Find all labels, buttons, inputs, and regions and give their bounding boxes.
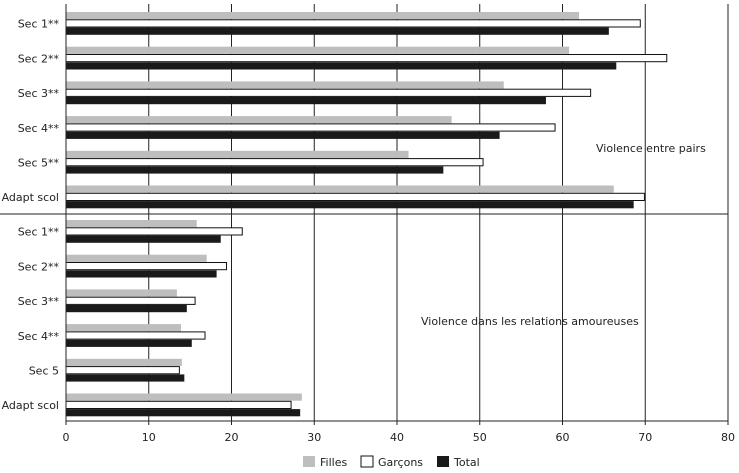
bar-amour-3-total bbox=[66, 339, 192, 347]
bar-pairs-4-filles bbox=[66, 150, 409, 158]
bar-pairs-2-filles bbox=[66, 81, 504, 89]
bar-amour-5-filles bbox=[66, 393, 302, 401]
category-label: Sec 2** bbox=[18, 52, 60, 65]
bar-pairs-4-total bbox=[66, 166, 444, 174]
bar-pairs-5-filles bbox=[66, 185, 614, 193]
bar-pairs-0-total bbox=[66, 27, 609, 35]
bar-amour-3-filles bbox=[66, 324, 182, 332]
bar-pairs-0-filles bbox=[66, 12, 580, 20]
legend-swatch-garcons bbox=[360, 455, 374, 468]
category-label: Sec 5** bbox=[18, 157, 60, 170]
bar-pairs-4-garcons bbox=[65, 158, 484, 167]
bar-amour-2-total bbox=[66, 305, 187, 313]
bar-pairs-1-total bbox=[66, 62, 617, 70]
bar-amour-0-filles bbox=[66, 220, 197, 228]
bar-amour-0-total bbox=[66, 235, 221, 243]
x-tick-label: 30 bbox=[307, 431, 321, 444]
bar-amour-5-total bbox=[66, 409, 301, 417]
panel-annotation: Violence entre pairs bbox=[596, 142, 706, 155]
category-label: Sec 4** bbox=[18, 330, 60, 343]
bar-amour-1-total bbox=[66, 270, 217, 278]
bar-amour-1-garcons bbox=[65, 262, 228, 271]
legend-label: Garçons bbox=[378, 456, 423, 469]
bar-pairs-1-garcons bbox=[65, 54, 668, 63]
bar-pairs-3-garcons bbox=[65, 123, 556, 132]
grid-lines bbox=[148, 4, 729, 421]
category-labels: Sec 1** Sec 2** Sec 3** Sec 4** Sec 5** Adapt… bbox=[2, 18, 60, 413]
x-tick-label: 40 bbox=[390, 431, 404, 444]
bar-pairs-3-total bbox=[66, 131, 500, 139]
bar-pairs-0-garcons bbox=[65, 19, 641, 28]
x-tick-label: 10 bbox=[142, 431, 156, 444]
bar-amour-2-filles bbox=[66, 289, 177, 297]
legend-label: Total bbox=[453, 456, 480, 469]
category-label: Sec 4** bbox=[18, 122, 60, 135]
x-tick-label: 0 bbox=[63, 431, 70, 444]
x-tick-label: 50 bbox=[473, 431, 487, 444]
bar-amour-4-total bbox=[66, 374, 185, 382]
category-label: Sec 2** bbox=[18, 260, 60, 273]
panel-annotation: Violence dans les relations amoureuses bbox=[421, 315, 639, 328]
category-label: Sec 1** bbox=[18, 18, 60, 31]
x-tick-labels: 0 10 20 30 40 50 60 70 80 bbox=[63, 421, 735, 444]
bar-pairs-3-filles bbox=[66, 116, 452, 124]
bar-amour-4-filles bbox=[66, 358, 182, 366]
x-tick-label: 70 bbox=[638, 431, 652, 444]
category-label: Sec 1** bbox=[18, 226, 60, 239]
legend-swatch-filles bbox=[303, 456, 315, 467]
category-label: Sec 3** bbox=[18, 295, 60, 308]
x-tick-label: 20 bbox=[225, 431, 239, 444]
bar-amour-3-garcons bbox=[65, 331, 206, 340]
bar-pairs-5-garcons bbox=[65, 192, 645, 202]
bar-pairs-1-filles bbox=[66, 46, 570, 54]
legend: Filles Garçons Total bbox=[303, 455, 480, 469]
legend-swatch-total bbox=[437, 456, 449, 467]
bar-amour-0-garcons bbox=[65, 227, 243, 236]
category-label: Adapt scol bbox=[2, 191, 59, 204]
bar-amour-2-garcons bbox=[65, 296, 196, 305]
bar-pairs-5-total bbox=[66, 201, 634, 209]
bar-amour-1-filles bbox=[66, 254, 207, 262]
category-label: Adapt scol bbox=[2, 399, 59, 412]
legend-label: Filles bbox=[320, 456, 347, 469]
bar-amour-5-garcons bbox=[65, 400, 292, 409]
bar-pairs-2-garcons bbox=[65, 88, 592, 97]
bar-amour-4-garcons bbox=[65, 366, 180, 375]
panel-annotations: Violence entre pairs Violence dans les re… bbox=[421, 142, 706, 328]
bar-pairs-2-total bbox=[66, 97, 546, 105]
category-label: Sec 3** bbox=[18, 87, 60, 100]
x-tick-label: 80 bbox=[721, 431, 735, 444]
category-label: Sec 5 bbox=[29, 365, 59, 378]
x-tick-label: 60 bbox=[556, 431, 570, 444]
